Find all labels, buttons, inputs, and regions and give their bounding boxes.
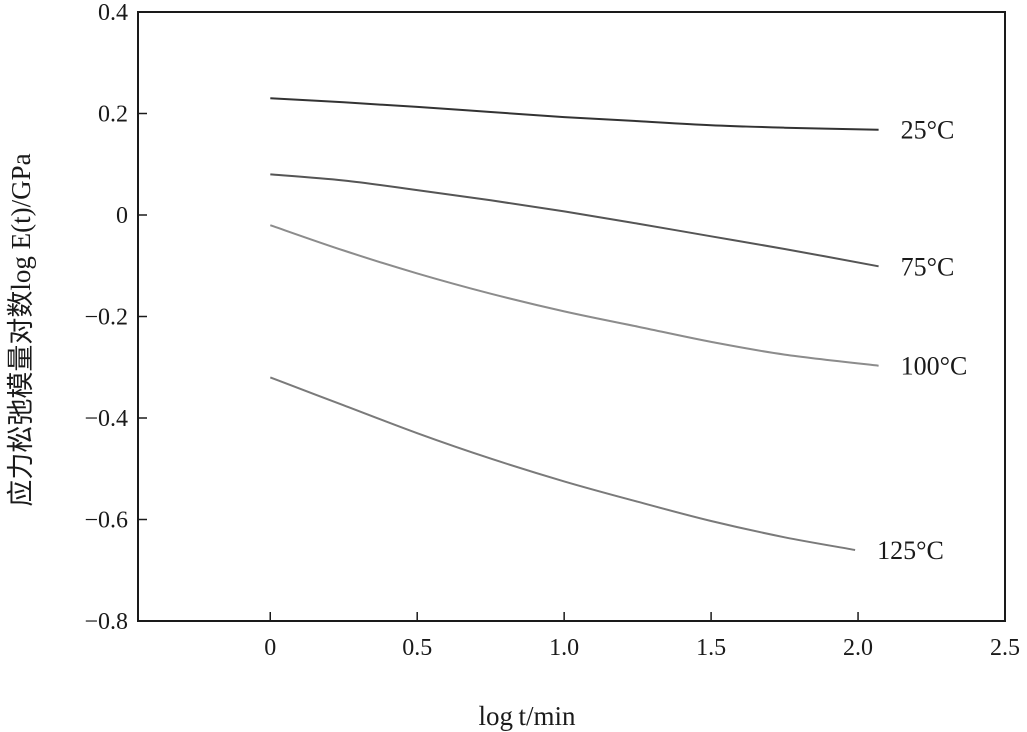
series-line-0 xyxy=(270,97,879,131)
series-line-2 xyxy=(269,224,879,367)
series-label-2: 100°C xyxy=(901,352,968,381)
x-tick-label: 0.5 xyxy=(402,635,432,661)
x-tick-label: 2.0 xyxy=(843,635,873,661)
y-tick-label: −0.6 xyxy=(84,508,128,534)
plot-frame xyxy=(137,11,1006,622)
series-label-1: 75°C xyxy=(901,252,955,281)
y-tick-label: −0.8 xyxy=(84,609,128,635)
series-lines xyxy=(269,97,879,551)
y-tick-label: −0.4 xyxy=(84,406,128,432)
series-label-0: 25°C xyxy=(901,116,955,145)
x-tick-label: 2.5 xyxy=(990,635,1020,661)
y-tick-label: −0.2 xyxy=(84,305,128,331)
x-tick-label: 1.0 xyxy=(549,635,579,661)
x-tick-label: 1.5 xyxy=(696,635,726,661)
x-axis-label: log t/min xyxy=(479,701,576,731)
series-line-3 xyxy=(269,376,856,551)
series-labels: 25°C 75°C 100°C 125°C xyxy=(877,116,967,565)
series-label-3: 125°C xyxy=(877,536,944,565)
y-axis-label: 应力松弛模量对数log E(t)/GPa xyxy=(6,153,36,506)
ticks: 0 0.5 1.0 1.5 2.0 2.5 0.4 0.2 0 −0.2 −0.4 −0.6 −0.8 xyxy=(84,0,1020,661)
x-tick-label: 0 xyxy=(264,635,276,661)
y-tick-label: 0.4 xyxy=(98,0,128,26)
series-line-1 xyxy=(270,173,879,268)
y-tick-label: 0.2 xyxy=(98,102,128,128)
y-tick-label: 0 xyxy=(116,203,128,229)
